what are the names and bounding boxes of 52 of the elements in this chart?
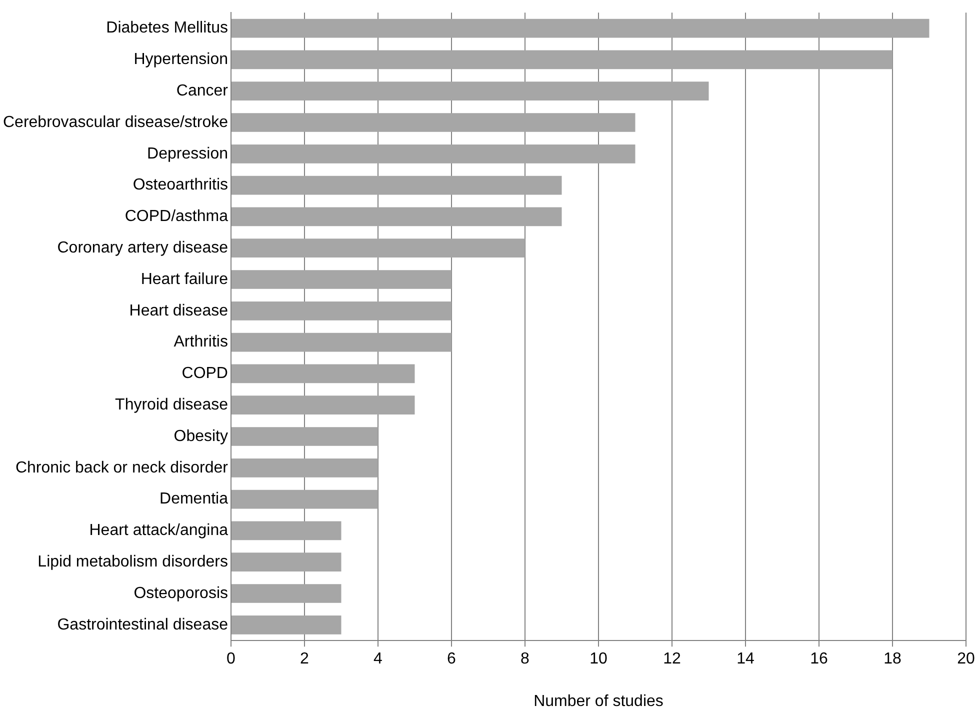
x-tick-label: 4 [374, 650, 383, 668]
y-tick-label: Arthritis [174, 334, 228, 351]
bar [231, 427, 378, 446]
x-tick-label: 10 [590, 650, 608, 668]
bar [231, 238, 525, 258]
bar [231, 18, 930, 38]
bar [231, 490, 378, 509]
bar [231, 396, 415, 415]
y-tick-label: Lipid metabolism disorders [38, 554, 228, 571]
y-tick-label: COPD/asthma [124, 208, 228, 226]
bar [231, 82, 709, 101]
x-tick-label: 18 [884, 650, 902, 668]
y-tick-label: Heart disease [129, 302, 228, 320]
y-tick-label: Cancer [176, 82, 229, 100]
y-tick-label: Chronic back or neck disorder [15, 459, 229, 476]
y-tick-label: Obesity [174, 428, 228, 445]
x-tick-label: 8 [520, 650, 530, 668]
bar [231, 552, 342, 572]
y-tick-label: Diabetes Mellitus [106, 20, 228, 37]
y-tick-label: COPD [182, 365, 228, 382]
y-tick-label: Coronary artery disease [57, 240, 228, 257]
x-tick-label: 14 [736, 650, 754, 668]
bar [231, 207, 562, 226]
y-tick-label: Depression [147, 145, 228, 162]
bar [231, 458, 378, 478]
bar [231, 332, 452, 352]
bar [231, 364, 415, 384]
bar [231, 144, 636, 164]
x-tick-label: 20 [957, 650, 975, 668]
bar [231, 615, 342, 634]
bar [231, 301, 452, 320]
y-tick-label: Hypertension [134, 51, 228, 68]
bar [231, 584, 342, 603]
x-tick-label: 12 [663, 650, 681, 668]
y-tick-label: Dementia [160, 490, 228, 508]
bar [231, 521, 342, 540]
y-tick-label: Gastrointestinal disease [57, 616, 228, 634]
x-tick-label: 16 [810, 650, 828, 668]
bar [231, 270, 452, 289]
y-tick-label: Cerebrovascular disease/stroke [2, 114, 228, 131]
bar [231, 113, 636, 132]
x-axis-title: Number of studies [534, 692, 664, 710]
y-tick-label: Osteoporosis [134, 584, 228, 602]
y-tick-label: Heart attack/angina [89, 522, 228, 540]
y-tick-label: Heart failure [140, 270, 228, 288]
x-tick-label: 0 [226, 650, 236, 668]
x-tick-label: 2 [300, 650, 310, 668]
x-tick-label: 6 [447, 650, 456, 668]
bar [231, 176, 562, 195]
bar [231, 50, 892, 70]
y-tick-label: Thyroid disease [115, 396, 228, 414]
y-tick-label: Osteoarthritis [132, 176, 228, 194]
